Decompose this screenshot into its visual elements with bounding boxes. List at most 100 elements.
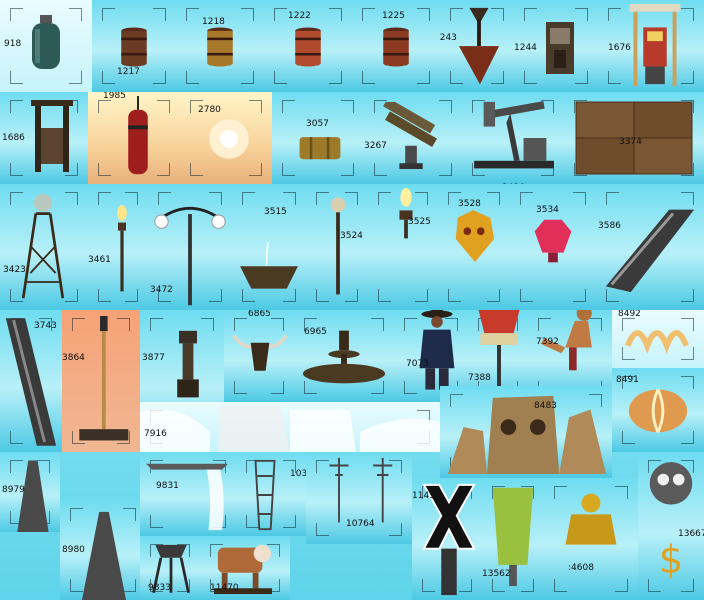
model-id-label: 1985: [103, 92, 126, 101]
frame-corner: [177, 544, 190, 557]
model-id-label: 2780: [198, 105, 221, 115]
texture-tile: 1985: [88, 92, 180, 184]
frame-corner: [150, 579, 163, 592]
frame-corner: [404, 318, 417, 331]
texture-tile: 1225: [352, 0, 440, 92]
frame-corner: [304, 381, 317, 394]
model-id-label: 13562: [482, 569, 511, 579]
texture-tile: 3267: [364, 92, 462, 184]
frame-corner: [186, 71, 199, 84]
frame-corner: [608, 71, 621, 84]
frame-corner: [123, 508, 136, 521]
frame-corner: [102, 71, 115, 84]
texture-tile: 10764: [306, 452, 412, 544]
texture-tile: 3528: [438, 184, 510, 310]
frame-corner: [541, 100, 554, 113]
frame-corner: [521, 486, 534, 499]
texture-tile: 3423: [0, 184, 88, 310]
model-id-label: 1218: [202, 17, 225, 27]
frame-corner: [10, 511, 23, 524]
frame-corner: [417, 71, 430, 84]
frame-corner: [201, 318, 214, 331]
frame-corner: [117, 431, 130, 444]
texture-tile: 3864: [62, 310, 140, 452]
frame-corner: [98, 163, 111, 176]
frame-corner: [241, 8, 254, 21]
frame-corner: [65, 163, 78, 176]
frame-corner: [575, 8, 588, 21]
model-id-label: 7916: [144, 429, 167, 439]
frame-corner: [70, 579, 83, 592]
texture-tile: 8980: [60, 500, 146, 600]
frame-corner: [234, 318, 247, 331]
frame-corner: [622, 376, 635, 389]
frame-corner: [681, 71, 694, 84]
frame-corner: [681, 579, 694, 592]
frame-corner: [65, 289, 78, 302]
texture-tile: 8492: [612, 310, 704, 368]
frame-corner: [70, 508, 83, 521]
frame-corner: [524, 71, 537, 84]
texture-tile: 6865: [224, 310, 294, 402]
model-id-label: 6965: [304, 327, 327, 337]
frame-corner: [10, 71, 23, 84]
model-id-label: 3864: [62, 353, 85, 363]
frame-corner: [554, 486, 567, 499]
frame-corner: [10, 460, 23, 473]
texture-tile: 10397: [236, 452, 306, 536]
frame-corner: [117, 318, 130, 331]
frame-corner: [153, 71, 166, 84]
frame-corner: [345, 289, 358, 302]
model-id-label: 3525: [408, 217, 431, 227]
frame-corner: [123, 579, 136, 592]
texture-tile: 3743: [0, 310, 62, 452]
frame-corner: [492, 579, 505, 592]
frame-corner: [72, 318, 85, 331]
frame-corner: [65, 192, 78, 205]
model-id-label: 3877: [142, 353, 165, 363]
frame-corner: [520, 192, 533, 205]
frame-corner: [445, 318, 458, 331]
frame-corner: [242, 289, 255, 302]
texture-tile: 3525: [368, 184, 438, 310]
texture-tile: 11470: [200, 536, 290, 600]
frame-corner: [622, 431, 635, 444]
frame-corner: [98, 289, 111, 302]
model-id-label: 8492: [618, 310, 641, 319]
frame-corner: [341, 163, 354, 176]
texture-tile: 3534: [510, 184, 596, 310]
texture-tile: 11417: [412, 478, 482, 600]
frame-corner: [448, 289, 461, 302]
texture-tile: 3461: [88, 184, 148, 310]
frame-corner: [575, 71, 588, 84]
frame-corner: [472, 100, 485, 113]
frame-corner: [10, 163, 23, 176]
frame-corner: [573, 289, 586, 302]
frame-corner: [125, 192, 138, 205]
frame-corner: [246, 460, 259, 473]
frame-corner: [98, 192, 111, 205]
frame-corner: [450, 71, 463, 84]
texture-tile: 918: [0, 0, 92, 92]
model-id-label: 3586: [598, 221, 621, 231]
frame-corner: [72, 431, 85, 444]
frame-corner: [283, 192, 296, 205]
frame-corner: [10, 8, 23, 21]
texture-tile: 1217: [92, 0, 176, 92]
texture-tile: 3524: [306, 184, 368, 310]
model-id-label: 918: [4, 39, 22, 49]
model-id-label: 3472: [150, 285, 173, 295]
frame-corner: [274, 8, 287, 21]
texture-tile: 7916: [140, 402, 440, 452]
model-id-label: 11417: [412, 491, 441, 501]
frame-corner: [37, 460, 50, 473]
frame-corner: [681, 192, 694, 205]
frame-corner: [491, 8, 504, 21]
model-id-label: 3528: [458, 199, 481, 209]
model-id-label: 8483: [534, 401, 557, 411]
model-id-label: 3267: [364, 141, 387, 151]
model-id-label: :4608: [568, 563, 594, 573]
frame-corner: [681, 163, 694, 176]
model-id-label: 1225: [382, 11, 405, 21]
frame-corner: [554, 579, 567, 592]
